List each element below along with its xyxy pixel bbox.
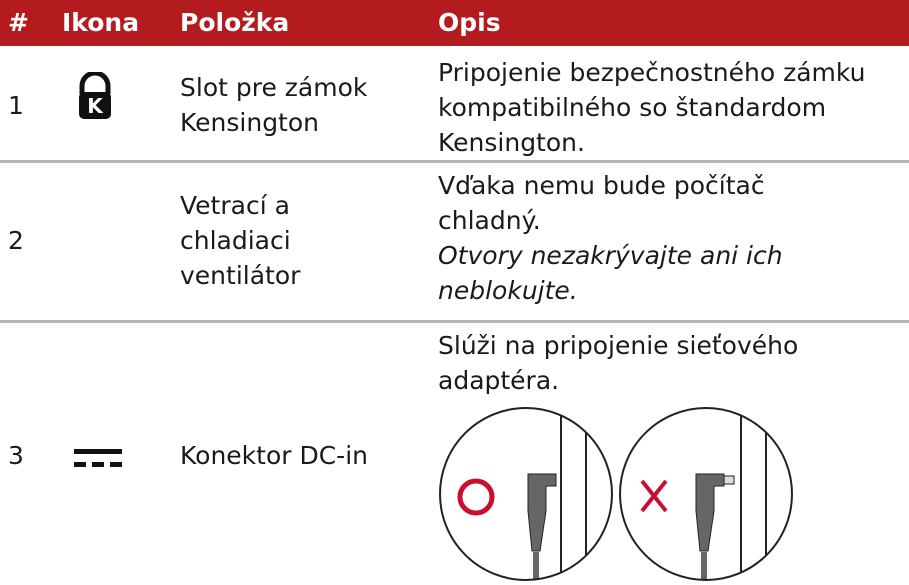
table-header bbox=[0, 0, 909, 46]
row-number: 2 bbox=[8, 225, 24, 255]
item-text: ventilátor bbox=[180, 260, 301, 290]
item-text: Kensington bbox=[180, 108, 320, 137]
row-separator bbox=[0, 160, 909, 163]
row-number: 1 bbox=[8, 90, 24, 120]
item-text: chladiaci bbox=[180, 225, 291, 255]
description-text: Slúži na pripojenie sieťového bbox=[438, 331, 799, 360]
item-text: Konektor DC-in bbox=[180, 440, 368, 470]
header-cell: Opis bbox=[438, 8, 501, 37]
note-text: Otvory nezakrývajte ani ich bbox=[438, 241, 783, 270]
description-text: Pripojenie bezpečnostného zámku bbox=[438, 58, 866, 87]
header-cell: Ikona bbox=[62, 8, 140, 37]
description-text: Kensington. bbox=[438, 128, 585, 157]
row-separator bbox=[0, 320, 909, 323]
row-number: 3 bbox=[8, 440, 24, 470]
description-text: kompatibilného so štandardom bbox=[438, 93, 827, 122]
connector-illustration bbox=[439, 407, 793, 581]
header-cell: # bbox=[8, 8, 29, 37]
svg-text:K: K bbox=[87, 94, 104, 118]
item-text: Vetrací a bbox=[180, 190, 290, 220]
kensington-icon: K bbox=[79, 72, 111, 119]
note-text: neblokujte. bbox=[438, 276, 578, 305]
dc-icon bbox=[74, 449, 122, 467]
description-text: Vďaka nemu bude počítač bbox=[438, 171, 765, 200]
header-cell: Položka bbox=[180, 8, 290, 37]
description-text: adaptéra. bbox=[438, 366, 560, 395]
item-text: Slot pre zámok bbox=[180, 73, 368, 102]
description-text: chladný. bbox=[438, 206, 541, 235]
